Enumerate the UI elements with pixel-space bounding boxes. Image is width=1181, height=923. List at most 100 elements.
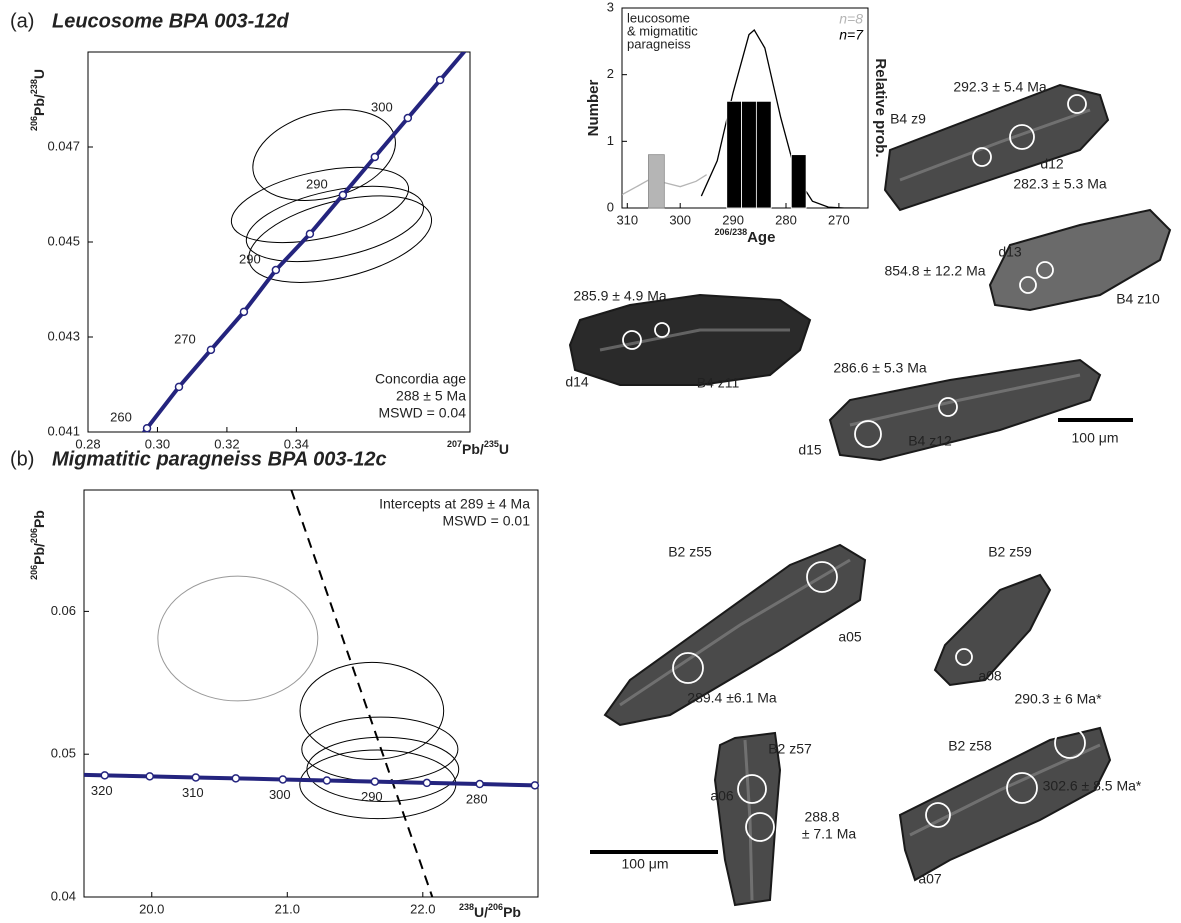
age-marker: [239, 307, 249, 317]
zircon-label: B4 z9: [890, 111, 926, 127]
age-marker: [370, 152, 380, 162]
y-tick-label: 0.045: [47, 233, 80, 248]
y-tick-label: 0: [607, 199, 614, 214]
y-tick-label: 0.04: [51, 888, 76, 903]
histogram-bar: [648, 154, 665, 209]
age-label: 300: [269, 787, 291, 802]
probability-curve: [700, 28, 861, 208]
zircon-label: a08: [978, 668, 1002, 684]
age-marker: [231, 774, 241, 783]
concordia-curve: [104, 773, 535, 788]
analysis-spot: [806, 561, 838, 593]
zircon-images: [568, 83, 1172, 907]
age-marker: [206, 345, 216, 355]
zircon-label: B2 z57: [768, 741, 812, 757]
x-tick-label: 310: [616, 212, 638, 227]
age-label: 300: [371, 99, 393, 114]
concordia-extension: [534, 783, 538, 788]
age-marker: [422, 778, 432, 788]
age-marker: [305, 229, 315, 239]
error-ellipse: [301, 716, 459, 782]
analysis-spot: [854, 420, 882, 448]
panel-title: Leucosome BPA 003-12d: [52, 10, 290, 32]
annotation: MSWD = 0.01: [442, 513, 530, 529]
age-marker: [191, 773, 201, 782]
y-axis-label: 206Pb/206Pb: [29, 510, 46, 580]
analysis-spot: [622, 330, 642, 350]
zircon-label: d15: [798, 442, 822, 458]
histogram-bar: [755, 100, 772, 209]
annotation: Concordia age: [375, 371, 466, 387]
zircon-label: B4 z11: [697, 375, 740, 391]
error-ellipse: [299, 661, 445, 760]
zircon-label: 100 μm: [1072, 430, 1119, 446]
zircon-label: B4 z10: [1116, 291, 1160, 307]
age-marker: [475, 779, 484, 789]
x-axis-label: 207Pb/235U: [447, 439, 509, 456]
x-tick-label: 22.0: [410, 901, 435, 916]
legend-entry: n=7: [839, 27, 864, 43]
zircon-zoning: [909, 743, 1101, 837]
age-label: 290: [361, 789, 383, 804]
plot-frame: [83, 489, 539, 898]
x-tick-label: 0.28: [75, 436, 100, 451]
age-label: 310: [182, 785, 204, 800]
zircon-label: ± 7.1 Ma: [802, 826, 857, 842]
legend-entry: n=8: [839, 11, 863, 27]
age-marker: [142, 423, 152, 433]
analysis-spot: [1006, 772, 1038, 804]
zircon-zoning: [599, 328, 790, 352]
zircon-label: 292.3 ± 5.4 Ma: [953, 79, 1047, 95]
x-axis-label: 238U/206Pb: [459, 902, 521, 919]
panel-title: Migmatitic paragneiss BPA 003-12c: [52, 448, 387, 470]
zircon-image: [883, 83, 1110, 212]
zircon-label: B4 z12: [908, 433, 952, 449]
age-marker: [322, 776, 332, 785]
annotation: MSWD = 0.04: [378, 405, 466, 421]
analysis-spot: [1054, 727, 1086, 759]
age-marker: [174, 382, 184, 392]
zircon-label: 290.3 ± 6 Ma*: [1014, 691, 1102, 707]
age-label: 290: [306, 176, 328, 191]
zircon-label: B2 z55: [668, 544, 712, 560]
y-tick-label: 2: [607, 66, 614, 81]
zircon-label: d12: [1040, 156, 1064, 172]
error-ellipse: [230, 166, 410, 244]
age-marker: [278, 775, 288, 784]
zircon-label: 302.6 ± 8.5 Ma*: [1043, 778, 1142, 794]
concordia-curve: [145, 78, 442, 430]
zircon-label: 286.6 ± 5.3 Ma: [833, 360, 927, 376]
concordia-extension: [84, 772, 105, 778]
x-tick-label: 0.30: [145, 436, 170, 451]
analysis-spot: [972, 147, 992, 167]
age-label: 290: [239, 251, 261, 266]
y-tick-label: 0.047: [47, 138, 80, 153]
panel-label: (b): [10, 448, 34, 470]
y-axis-label: Number: [585, 80, 602, 137]
y-tick-label: 1: [607, 133, 614, 148]
x-tick-label: 20.0: [139, 901, 164, 916]
annotation: Intercepts at 289 ± 4 Ma: [379, 496, 530, 512]
age-marker: [145, 772, 154, 781]
age-marker: [100, 771, 109, 780]
age-marker: [271, 265, 281, 275]
age-marker: [530, 781, 540, 790]
histogram-bar: [726, 100, 742, 209]
y2-axis-label: Relative prob.: [872, 58, 889, 157]
legend-title: & migmatitic: [627, 23, 698, 38]
zircon-image: [568, 293, 812, 386]
zircon-label: a07: [918, 871, 942, 887]
zircon-label: d14: [565, 374, 589, 390]
histogram-bar: [741, 100, 757, 209]
analysis-spot: [745, 812, 775, 842]
error-ellipse: [245, 185, 424, 263]
y-tick-label: 3: [607, 0, 614, 14]
analysis-spot: [1009, 124, 1035, 150]
zircon-zoning: [849, 373, 1081, 427]
zircon-image: [898, 726, 1112, 882]
analysis-spot: [955, 648, 973, 666]
analysis-spot: [672, 652, 704, 684]
zircon-label: a06: [710, 788, 734, 804]
